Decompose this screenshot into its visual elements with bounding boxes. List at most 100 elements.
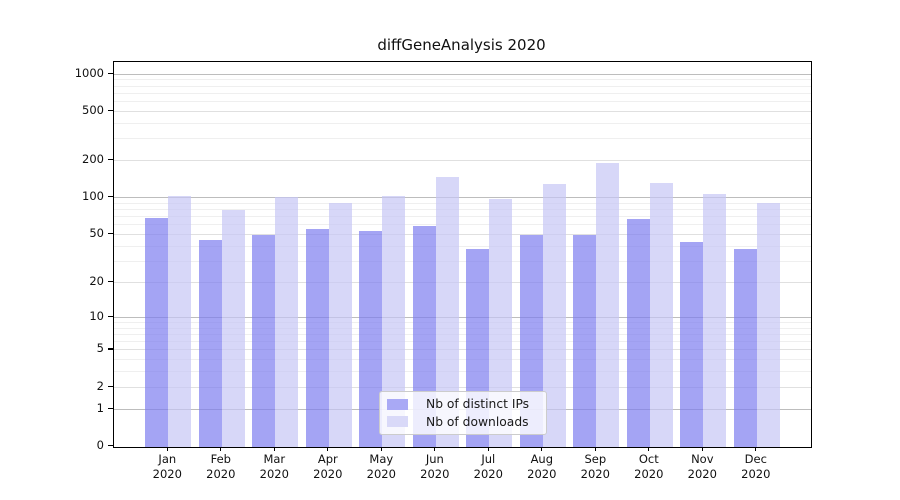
bar-dec-ips [733,248,757,447]
gridline-90 [114,202,811,204]
y-axis-tick-500 [108,109,113,112]
bar-oct-downloads [649,182,673,447]
gridline-200 [114,160,811,162]
x-label-month: Jul [481,452,496,466]
x-axis-tick-sep [594,446,596,451]
plot-inner [114,62,811,447]
bar-mar-downloads [275,197,299,447]
x-axis-tick-nov [701,446,703,451]
x-label-month: Oct [638,452,659,466]
gridline-70 [114,216,811,218]
y-axis-tick-label-500: 500 [82,102,104,117]
chart-title: diffGeneAnalysis 2020 [377,36,546,54]
bar-feb-ips [198,240,222,447]
legend-label-distinct-ips: Nb of distinct IPs [426,397,530,412]
x-label-year: 2020 [206,466,236,481]
x-label-year: 2020 [634,466,664,481]
x-label-year: 2020 [420,466,450,481]
x-label-month: Jan [158,452,177,466]
y-axis-tick-2 [108,385,113,388]
x-label-year: 2020 [741,466,771,481]
x-axis-tick-dec [755,446,757,451]
gridline-500 [114,110,811,112]
x-axis-tick-oct [648,446,650,451]
x-label-month: Mar [263,452,286,466]
bar-sep-downloads [596,162,620,447]
x-label-year: 2020 [527,466,557,481]
plot-area [113,61,812,448]
legend-item-distinct-ips: Nb of distinct IPs [387,397,546,411]
x-axis-tick-mar [273,446,275,451]
gridline-400 [114,122,811,124]
legend: Nb of distinct IPs Nb of downloads [379,391,547,435]
y-axis-tick-100 [108,196,113,198]
x-label-month: May [369,452,394,466]
bar-nov-downloads [703,193,727,447]
x-label-year: 2020 [687,466,717,481]
x-label-month: Dec [744,452,767,466]
x-axis-tick-label-sep: Sep 2020 [567,452,623,481]
gridline-1000 [114,73,811,75]
y-axis-tick-5 [108,348,113,350]
bar-nov-ips [680,242,704,447]
gridline-4 [114,359,811,361]
y-axis-tick-200 [108,159,113,161]
x-label-month: Nov [691,452,714,466]
gridline-700 [114,92,811,94]
y-axis-tick-10 [108,315,113,318]
y-axis-tick-label-10: 10 [89,308,104,323]
gridline-900 [114,79,811,81]
y-axis-tick-label-50: 50 [89,226,104,241]
bar-sep-ips [573,234,597,447]
x-axis-tick-jul [487,446,489,451]
x-label-month: Apr [317,452,338,466]
x-axis-tick-jan [166,446,168,451]
y-axis-tick-50 [108,233,113,235]
x-axis-tick-label-mar: Mar 2020 [246,452,302,481]
x-label-month: Aug [530,452,554,466]
x-label-month: Jun [425,452,444,466]
gridline-60 [114,224,811,226]
bar-may-downloads [382,196,406,447]
x-label-year: 2020 [152,466,182,481]
gridline-600 [114,101,811,103]
y-axis-tick-20 [108,280,113,283]
gridline-30 [114,260,811,262]
bar-oct-ips [626,219,650,447]
bar-feb-downloads [221,209,245,447]
x-label-year: 2020 [580,466,610,481]
x-axis-tick-may [380,446,382,451]
bar-mar-ips [252,234,276,447]
y-axis-tick-label-0: 0 [96,438,104,452]
x-label-year: 2020 [473,466,503,481]
bar-jan-ips [145,218,169,447]
x-axis-tick-label-jul: Jul 2020 [460,452,516,481]
x-axis-tick-label-aug: Aug 2020 [514,452,570,481]
bar-jun-downloads [435,177,459,447]
x-label-year: 2020 [259,466,289,481]
x-axis-tick-label-nov: Nov 2020 [674,452,730,481]
gridline-2 [114,386,811,388]
y-axis-tick-1 [108,407,113,409]
gridline-300 [114,138,811,140]
x-label-month: Feb [210,452,231,466]
gridline-800 [114,85,811,87]
x-axis-tick-apr [327,446,329,451]
bar-jan-downloads [168,195,192,447]
gridline-3 [114,371,811,373]
bar-may-ips [359,231,383,447]
x-axis-tick-label-jun: Jun 2020 [407,452,463,481]
bar-aug-downloads [542,183,566,447]
x-axis-tick-label-apr: Apr 2020 [300,452,356,481]
x-axis-tick-label-may: May 2020 [353,452,409,481]
x-axis-tick-label-feb: Feb 2020 [193,452,249,481]
bar-apr-ips [305,228,329,447]
bar-dec-downloads [756,202,780,447]
y-axis-tick-0 [108,445,113,447]
y-axis-tick-label-5: 5 [96,341,104,356]
gridline-20 [114,281,811,283]
y-axis-tick-label-100: 100 [82,189,104,204]
x-axis-tick-label-dec: Dec 2020 [728,452,784,481]
x-label-year: 2020 [366,466,396,481]
